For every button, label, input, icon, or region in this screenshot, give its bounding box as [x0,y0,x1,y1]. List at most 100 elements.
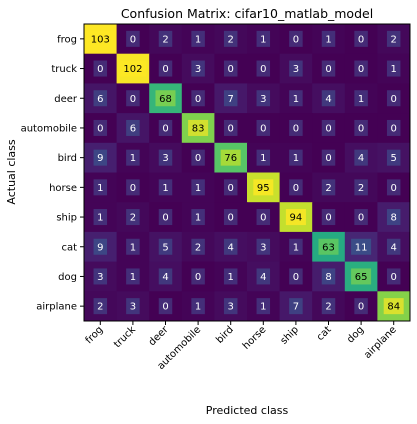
cell-value-label: 4 [325,94,331,105]
cell-label-box [383,298,404,315]
cell-label-box [289,60,303,77]
cell-value-label: 0 [391,272,397,283]
cell-label-box [386,30,401,47]
cell-label-box [321,119,336,136]
y-tick-label: horse [49,183,77,194]
cell-value-label: 0 [228,123,234,134]
cell-value-label: 8 [325,272,331,283]
chart-title: Confusion Matrix: cifar10_matlab_model [121,6,373,21]
y-tick-label: bird [58,153,77,164]
cell-value-label: 2 [130,213,136,224]
x-axis-label: Predicted class [206,404,289,417]
cell-label-box [386,238,401,255]
x-tick-label: truck [112,324,138,350]
cell-label-box [191,268,205,285]
cell-value-label: 3 [97,272,103,283]
cell-value-label: 1 [293,242,299,253]
cell-label-box [87,30,114,47]
cell-label-box [119,60,147,77]
cell-value-label: 102 [123,64,142,75]
cell-value-label: 0 [293,34,299,45]
cell-label-box [354,298,368,315]
cell-value-label: 4 [260,272,266,283]
cell-value-label: 2 [325,183,331,194]
cell-value-label: 0 [195,153,201,164]
cell-label-box [126,119,140,136]
cell-value-label: 1 [97,183,103,194]
cell-label-box [321,30,336,47]
cell-label-box [158,179,173,196]
cell-label-box [386,149,401,166]
cell-label-box [126,238,140,255]
cell-label-box [191,209,205,226]
cell-label-box [256,119,271,136]
cell-value-label: 1 [325,34,331,45]
cell-value-label: 0 [260,123,266,134]
x-tick-label: cat [315,324,334,343]
cell-label-box [126,298,140,315]
cell-value-label: 1 [391,64,397,75]
cell-label-box [289,149,303,166]
cell-value-label: 6 [97,94,103,105]
cell-value-label: 0 [162,302,168,313]
cell-value-label: 4 [391,242,397,253]
cell-value-label: 1 [130,272,136,283]
cell-label-box [223,238,238,255]
cell-label-box [386,209,401,226]
cell-label-box [223,119,238,136]
cell-value-label: 1 [130,242,136,253]
cell-label-box [354,90,368,107]
cell-value-label: 0 [97,64,103,75]
x-tick-label: horse [241,324,269,352]
cell-value-label: 1 [260,34,266,45]
y-tick-label: airplane [36,302,77,313]
cell-value-label: 3 [260,94,266,105]
cell-label-box [223,30,238,47]
cell-label-box [321,298,336,315]
y-axis: frog truck deer automobile bird horse ship cat d… [21,34,84,313]
cell-label-box [93,209,108,226]
cell-label-box [158,119,173,136]
cell-label-box [386,60,401,77]
cell-label-box [253,179,274,196]
cell-value-label: 4 [162,272,168,283]
cell-label-box [321,149,336,166]
cell-value-label: 0 [162,213,168,224]
cell-label-box [191,30,205,47]
cell-value-label: 2 [195,242,201,253]
cell-label-box [126,268,140,285]
cell-label-box [93,238,108,255]
cell-value-label: 0 [260,213,266,224]
cell-value-label: 103 [91,34,110,45]
cell-label-box [354,119,368,136]
cell-label-box [351,238,372,255]
cell-label-box [354,149,368,166]
cell-label-box [93,268,108,285]
cell-value-label: 0 [325,64,331,75]
x-tick-label: dog [345,324,366,345]
x-tick-label: deer [147,324,172,349]
y-axis-label: Actual class [5,139,18,205]
cell-value-label: 0 [325,123,331,134]
cell-value-label: 1 [130,153,136,164]
y-tick-label: truck [51,64,77,75]
cell-label-box [223,209,238,226]
cell-label-box [126,209,140,226]
cell-label-box [191,90,205,107]
cell-label-box [289,298,303,315]
cell-value-label: 0 [260,64,266,75]
cell-label-box [223,298,238,315]
cell-label-box [223,179,238,196]
cell-value-label: 0 [162,64,168,75]
cell-value-label: 3 [130,302,136,313]
cell-value-label: 4 [228,242,234,253]
cell-value-label: 5 [391,153,397,164]
cell-label-box [126,90,140,107]
cell-value-label: 63 [322,242,335,253]
cell-label-box [289,30,303,47]
cell-value-label: 0 [195,272,201,283]
cell-label-box [256,90,271,107]
cell-label-box [321,209,336,226]
cell-label-box [256,149,271,166]
cell-value-label: 1 [195,213,201,224]
